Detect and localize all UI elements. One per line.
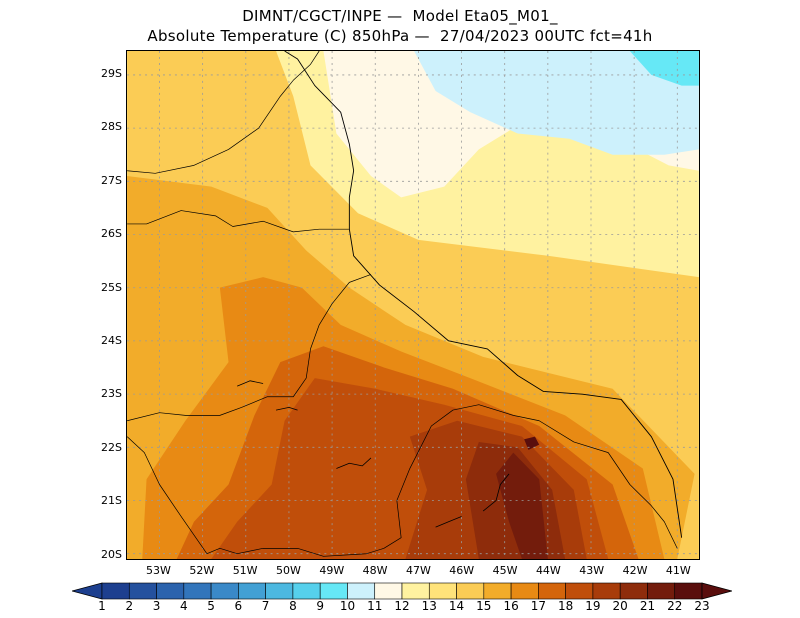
lat-label-27S: 27S: [101, 173, 122, 187]
colorbar-swatch: [483, 582, 512, 600]
temperature-map: [126, 50, 700, 560]
lon-label-48W: 48W: [362, 564, 388, 577]
colorbar-swatch: [592, 582, 621, 600]
lat-label-28S: 28S: [101, 120, 122, 134]
state-border: [127, 51, 320, 174]
colorbar-swatch: [674, 582, 703, 600]
reservoir-outline: [237, 380, 264, 387]
lon-label-44W: 44W: [535, 564, 561, 577]
colorbar-label-18: 18: [557, 599, 574, 613]
colorbar-swatch: [319, 582, 348, 600]
colorbar-swatch: [347, 582, 376, 600]
map-title-line-2: Absolute Temperature (C) 850hPa — 27/04/…: [147, 27, 653, 45]
colorbar-swatch: [619, 582, 648, 600]
state-border: [206, 404, 678, 557]
colorbar-swatch: [565, 582, 594, 600]
colorbar-swatch: [265, 582, 294, 600]
colorbar-label-6: 6: [234, 599, 243, 613]
graticule-grid: [127, 51, 699, 559]
colorbar-label-19: 19: [585, 599, 601, 613]
colorbar-swatch: [238, 582, 266, 600]
colorbar-label-12: 12: [394, 599, 410, 613]
lon-label-51W: 51W: [232, 564, 258, 577]
lon-label-50W: 50W: [276, 564, 301, 577]
colorbar-label-20: 20: [612, 599, 628, 613]
temperature-region-21: [496, 452, 548, 559]
colorbar-label-1: 1: [98, 599, 106, 613]
lon-label-42W: 42W: [622, 564, 648, 577]
temperature-fill-layer: [127, 51, 699, 559]
colorbar-label-2: 2: [125, 599, 134, 613]
colorbar-label-10: 10: [339, 599, 356, 613]
colorbar-label-13: 13: [421, 599, 437, 613]
colorbar-swatch: [210, 582, 239, 600]
colorbar-label-17: 17: [530, 599, 546, 613]
colorbar-label-21: 21: [639, 599, 656, 613]
colorbar-label-14: 14: [448, 599, 465, 613]
reservoir-outline: [336, 457, 372, 469]
colorbar-swatch: [374, 582, 403, 600]
colorbar-swatch: [401, 582, 430, 600]
temperature-region-9: [629, 51, 699, 86]
colorbar-label-15: 15: [476, 599, 492, 613]
colorbar-upper-arrow: [701, 582, 732, 600]
lat-label-24S: 24S: [101, 334, 122, 348]
colorbar-label-16: 16: [503, 599, 519, 613]
colorbar-swatch: [128, 582, 157, 600]
state-border: [127, 436, 208, 554]
colorbar-label-23: 23: [694, 599, 710, 613]
colorbar-swatch: [156, 582, 185, 600]
colorbar-label-7: 7: [261, 599, 270, 613]
lat-label-23S: 23S: [101, 387, 122, 401]
colorbar-label-4: 4: [179, 599, 188, 613]
state-border: [127, 210, 350, 233]
lon-label-46W: 46W: [449, 564, 475, 577]
colorbar-swatch: [456, 582, 485, 600]
colorbar-swatch: [647, 582, 676, 600]
colorbar-swatch: [101, 582, 130, 600]
coastline: [284, 51, 683, 538]
colorbar-swatch: [428, 582, 457, 600]
colorbar-swatch: [292, 582, 321, 600]
colorbar-label-11: 11: [367, 599, 383, 613]
reservoir-outline: [435, 516, 462, 528]
lat-label-21S: 21S: [101, 494, 122, 508]
colorbar-lower-arrow: [72, 582, 103, 600]
lon-label-41W: 41W: [665, 564, 691, 577]
state-border: [127, 274, 372, 422]
lon-label-52W: 52W: [189, 564, 215, 577]
lon-label-49W: 49W: [319, 564, 345, 577]
lat-label-29S: 29S: [101, 67, 122, 81]
colorbar-label-5: 5: [207, 599, 215, 613]
lon-label-45W: 45W: [492, 564, 518, 577]
temperature-region-10: [414, 51, 699, 155]
lat-label-26S: 26S: [101, 227, 122, 241]
lat-label-20S: 20S: [101, 547, 122, 561]
lon-label-53W: 53W: [146, 564, 171, 577]
temperature-colorbar: [72, 582, 732, 600]
temperature-region-22: [524, 436, 540, 450]
lon-label-43W: 43W: [579, 564, 605, 577]
colorbar-label-8: 8: [289, 599, 297, 613]
colorbar-label-3: 3: [152, 599, 161, 613]
lat-label-25S: 25S: [101, 280, 122, 294]
colorbar-swatch: [510, 582, 539, 600]
reservoir-outline: [275, 406, 298, 411]
colorbar-swatch: [538, 582, 566, 600]
political-boundaries-layer: [127, 51, 683, 557]
lat-label-22S: 22S: [101, 440, 122, 454]
lon-label-47W: 47W: [405, 564, 431, 577]
colorbar-swatch: [183, 582, 212, 600]
reservoir-outline: [482, 473, 510, 512]
colorbar-label-22: 22: [667, 599, 683, 613]
colorbar-label-9: 9: [316, 599, 324, 613]
map-title-line-1: DIMNT/CGCT/INPE — Model Eta05_M01_: [242, 7, 558, 25]
